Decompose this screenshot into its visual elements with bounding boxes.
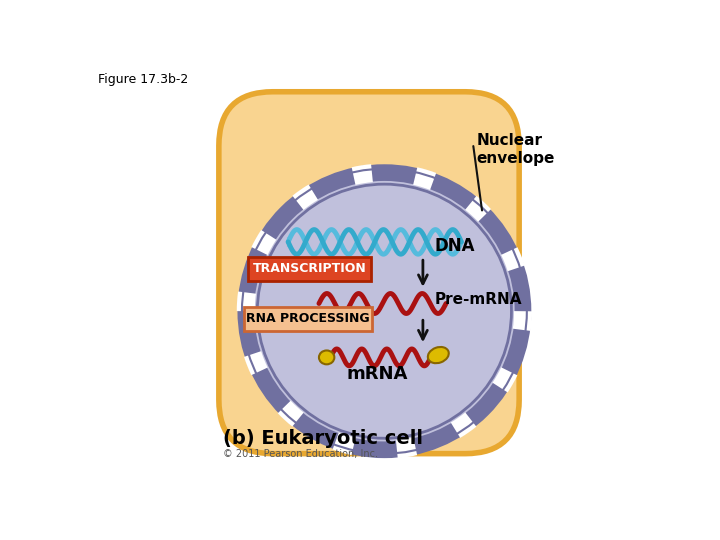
Text: © 2011 Pearson Education, Inc.: © 2011 Pearson Education, Inc. xyxy=(222,449,378,459)
Ellipse shape xyxy=(428,347,449,363)
FancyBboxPatch shape xyxy=(248,256,371,281)
Text: (b) Eukaryotic cell: (b) Eukaryotic cell xyxy=(222,429,423,448)
FancyBboxPatch shape xyxy=(219,92,519,454)
Ellipse shape xyxy=(253,180,516,442)
Ellipse shape xyxy=(319,350,334,365)
Text: Pre-mRNA: Pre-mRNA xyxy=(434,292,522,307)
Text: DNA: DNA xyxy=(434,237,475,255)
Text: Nuclear
envelope: Nuclear envelope xyxy=(477,133,555,166)
Text: Figure 17.3b-2: Figure 17.3b-2 xyxy=(98,72,188,85)
Text: RNA PROCESSING: RNA PROCESSING xyxy=(246,313,370,326)
Text: mRNA: mRNA xyxy=(346,366,408,383)
Text: TRANSCRIPTION: TRANSCRIPTION xyxy=(253,262,366,275)
FancyBboxPatch shape xyxy=(244,307,372,331)
